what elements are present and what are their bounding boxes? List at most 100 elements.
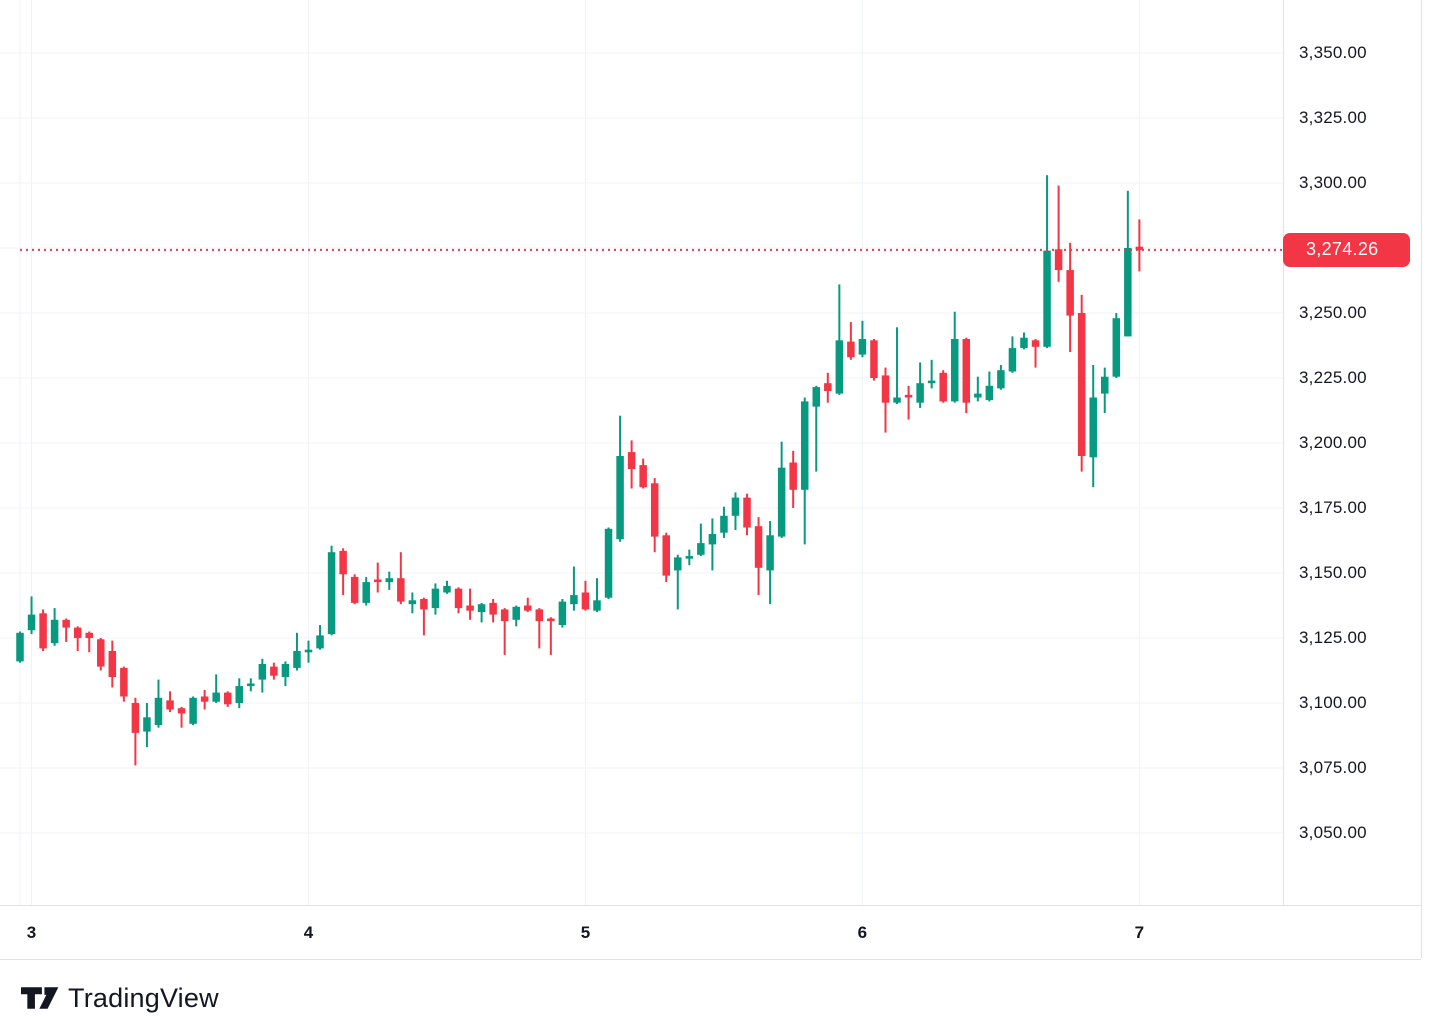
candle (570, 566, 578, 611)
candle (500, 608, 509, 655)
x-axis-label: 5 (580, 923, 591, 942)
candle (858, 320, 867, 358)
y-axis-label: 3,350.00 (1299, 43, 1367, 62)
y-axis-label: 3,100.00 (1299, 693, 1367, 712)
candle (431, 583, 440, 615)
x-axis-label: 4 (303, 923, 314, 942)
candle (304, 640, 313, 663)
candle (212, 674, 220, 703)
candle (870, 339, 878, 381)
candle (997, 365, 1005, 390)
candle (824, 372, 832, 403)
candle (131, 697, 140, 766)
y-axis-label: 3,200.00 (1299, 433, 1367, 452)
candle (1135, 219, 1144, 272)
candle (985, 371, 994, 402)
candle (293, 632, 301, 671)
candle (223, 691, 232, 707)
y-axis-label: 3,300.00 (1299, 173, 1367, 192)
candlestick-chart[interactable] (0, 0, 1283, 905)
tradingview-logo-icon (21, 987, 59, 1009)
candle (1043, 175, 1051, 349)
plot-area[interactable] (0, 0, 1283, 905)
price-axis[interactable]: 3,274.26 3,350.00 3,325.00 3,300.00 3,250.0… (1283, 0, 1422, 905)
candle (316, 625, 324, 650)
price-axis-right-border (1421, 0, 1422, 958)
candle (466, 588, 474, 620)
candle (616, 415, 624, 542)
candle (16, 631, 24, 663)
candle (85, 631, 93, 653)
candle (604, 527, 613, 599)
candle (927, 359, 936, 389)
tradingview-logo-text: TradingView (68, 982, 219, 1013)
candle (120, 666, 128, 702)
candle (247, 678, 255, 692)
candle (743, 493, 751, 536)
candle (847, 322, 855, 360)
time-axis[interactable]: 3 4 5 6 7 (0, 905, 1421, 960)
y-axis-label: 3,125.00 (1299, 628, 1367, 647)
candle (627, 440, 636, 489)
candle (685, 549, 694, 566)
footer: TradingView (21, 978, 219, 1018)
candle (950, 311, 959, 403)
candle (581, 580, 590, 611)
candle (547, 617, 555, 655)
candle (108, 640, 117, 688)
x-axis-label: 3 (26, 923, 37, 942)
candle (166, 691, 174, 713)
candle (1101, 367, 1109, 414)
candle (154, 679, 163, 728)
candle (200, 690, 209, 710)
candle (558, 599, 567, 628)
candle (904, 385, 913, 420)
candle (443, 580, 451, 594)
candle (754, 517, 763, 596)
candle (662, 532, 670, 583)
candle (420, 597, 428, 636)
y-axis-label: 3,075.00 (1299, 758, 1367, 777)
candle (974, 376, 982, 402)
candle (777, 441, 786, 538)
candle (593, 578, 601, 612)
x-axis-label: 6 (857, 923, 868, 942)
candle (962, 337, 971, 414)
candle (512, 605, 520, 627)
candle (50, 608, 59, 646)
candle (650, 478, 659, 553)
candle (1112, 313, 1121, 378)
candle (1031, 339, 1040, 368)
candle (350, 574, 359, 605)
candle (1124, 190, 1132, 337)
candle (339, 548, 347, 596)
candle (489, 599, 497, 623)
candle (270, 662, 278, 680)
candle (281, 661, 290, 687)
candle (535, 608, 544, 649)
tradingview-logo[interactable]: TradingView (21, 983, 219, 1014)
candle (881, 367, 890, 433)
candle (697, 523, 705, 557)
candle (143, 703, 151, 748)
candle (524, 597, 532, 612)
candle (639, 458, 647, 489)
candle (177, 706, 186, 728)
candle (1008, 336, 1017, 373)
y-axis-label: 3,175.00 (1299, 498, 1367, 517)
candle (62, 618, 70, 642)
candle (408, 592, 417, 614)
candle (454, 587, 463, 614)
candle (1066, 242, 1074, 352)
x-axis-label: 7 (1134, 923, 1145, 942)
y-axis-label: 3,150.00 (1299, 563, 1367, 582)
candle (39, 609, 47, 651)
candle (477, 602, 486, 623)
candle (373, 562, 382, 593)
candle (27, 596, 36, 635)
y-axis-label: 3,325.00 (1299, 108, 1367, 127)
candle (916, 362, 924, 408)
candle (708, 518, 717, 571)
candle (327, 545, 336, 636)
